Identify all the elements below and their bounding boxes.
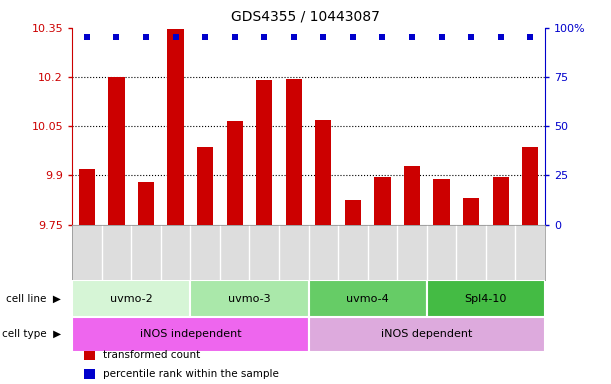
Bar bbox=[404, 166, 420, 225]
Bar bbox=[138, 182, 154, 225]
Bar bbox=[345, 200, 361, 225]
Text: GDS4355 / 10443087: GDS4355 / 10443087 bbox=[231, 10, 380, 23]
Text: Spl4-10: Spl4-10 bbox=[465, 293, 507, 304]
Text: uvmo-2: uvmo-2 bbox=[110, 293, 153, 304]
Bar bbox=[191, 280, 309, 317]
Bar bbox=[167, 29, 184, 225]
Bar bbox=[522, 147, 538, 225]
Text: cell type  ▶: cell type ▶ bbox=[2, 329, 61, 339]
Bar bbox=[72, 280, 191, 317]
Bar bbox=[375, 177, 390, 225]
Text: transformed count: transformed count bbox=[103, 350, 200, 361]
Text: cell line  ▶: cell line ▶ bbox=[6, 293, 61, 304]
Bar bbox=[433, 179, 450, 225]
Text: iNOS dependent: iNOS dependent bbox=[381, 329, 472, 339]
Bar bbox=[315, 119, 331, 225]
Bar bbox=[256, 80, 273, 225]
Bar bbox=[309, 280, 426, 317]
Bar bbox=[492, 177, 509, 225]
Bar bbox=[227, 121, 243, 225]
Bar bbox=[197, 147, 213, 225]
Text: percentile rank within the sample: percentile rank within the sample bbox=[103, 369, 279, 379]
Bar bbox=[108, 77, 125, 225]
Bar bbox=[286, 79, 302, 225]
Bar bbox=[463, 199, 479, 225]
Bar bbox=[79, 169, 95, 225]
Bar bbox=[72, 317, 309, 352]
Bar bbox=[309, 317, 545, 352]
Text: iNOS independent: iNOS independent bbox=[139, 329, 241, 339]
Bar bbox=[427, 280, 545, 317]
Text: uvmo-3: uvmo-3 bbox=[228, 293, 271, 304]
Text: uvmo-4: uvmo-4 bbox=[346, 293, 389, 304]
